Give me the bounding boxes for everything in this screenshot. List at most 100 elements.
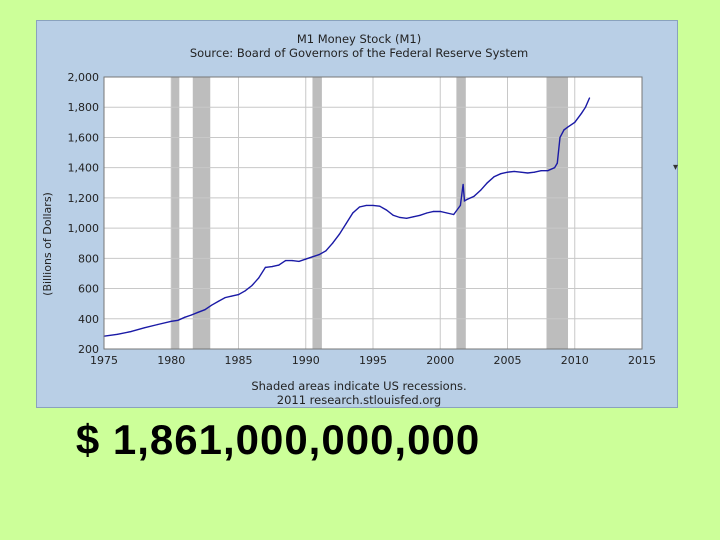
data-point — [130, 331, 132, 333]
data-point — [365, 204, 367, 207]
data-point — [463, 200, 466, 202]
data-point — [325, 250, 327, 252]
y-tick-label: 1,200 — [68, 192, 100, 205]
data-point — [453, 213, 455, 216]
plot-border — [103, 76, 643, 350]
data-point — [305, 258, 307, 260]
data-point — [486, 182, 488, 184]
data-point — [157, 323, 159, 326]
y-tick-label: 1,000 — [68, 222, 100, 235]
data-point — [170, 320, 172, 322]
x-tick-label: 1990 — [292, 354, 320, 367]
x-tick-label: 1995 — [359, 354, 387, 367]
data-point — [406, 217, 408, 219]
x-tick-label: 2000 — [426, 354, 454, 367]
data-point — [311, 256, 314, 258]
data-point — [547, 170, 549, 172]
data-point — [190, 314, 193, 316]
data-point — [513, 170, 515, 173]
recession-band-3 — [312, 77, 322, 349]
data-point — [271, 266, 273, 268]
data-point — [563, 129, 565, 131]
footnote-source: 2011 research.stlouisfed.org — [277, 393, 441, 407]
data-point — [332, 242, 334, 244]
data-point — [143, 327, 145, 329]
data-point — [466, 198, 468, 200]
chart-panel: M1 Money Stock (M1) Source: Board of Gov… — [36, 20, 678, 408]
footnote-recessions: Shaded areas indicate US recessions. — [251, 379, 466, 393]
recession-band-5 — [546, 77, 569, 349]
data-point — [462, 183, 464, 185]
stray-mark: ▾ — [673, 162, 679, 173]
data-point — [244, 290, 246, 292]
data-point — [473, 195, 475, 197]
data-point — [540, 170, 542, 172]
y-tick-label: 800 — [78, 252, 99, 265]
data-point — [224, 297, 226, 299]
data-point — [204, 309, 206, 311]
data-point — [184, 316, 186, 318]
chart-subtitle: Source: Board of Governors of the Federa… — [190, 46, 528, 60]
data-point — [553, 167, 556, 169]
data-points — [103, 97, 591, 337]
y-tick-labels: 200 400 600 800 1,000 1,200 1,400 1,600 1,800 2,0… — [68, 71, 100, 356]
recession-bands — [171, 77, 569, 349]
y-tick-label: 400 — [78, 313, 99, 326]
y-tick-label: 200 — [78, 343, 99, 356]
x-tick-label: 1980 — [157, 354, 185, 367]
data-point — [352, 212, 354, 214]
data-point — [527, 172, 529, 174]
data-point — [116, 333, 119, 335]
data-point — [533, 171, 535, 173]
chart-title: M1 Money Stock (M1) — [297, 32, 421, 46]
data-point — [556, 162, 558, 164]
data-point — [480, 189, 482, 191]
data-point — [520, 171, 522, 173]
data-point — [251, 284, 253, 287]
data-point — [426, 212, 428, 214]
x-tick-label: 2005 — [494, 354, 522, 367]
data-point — [588, 97, 591, 99]
data-point — [284, 260, 287, 262]
y-tick-label: 1,800 — [68, 101, 100, 114]
data-point — [493, 176, 495, 178]
total-amount-caption: $ 1,861,000,000,000 — [0, 416, 720, 464]
x-tick-label: 1985 — [225, 354, 253, 367]
m1-money-stock-chart: M1 Money Stock (M1) Source: Board of Gov… — [41, 32, 656, 407]
data-point — [580, 112, 583, 114]
data-point — [559, 136, 561, 139]
data-point — [264, 266, 266, 268]
data-point — [278, 264, 280, 266]
recession-band-2 — [192, 77, 211, 349]
recession-band-4 — [456, 77, 466, 349]
data-point — [379, 205, 381, 207]
data-point — [237, 294, 240, 296]
y-tick-label: 2,000 — [68, 71, 100, 84]
y-tick-label: 600 — [78, 283, 99, 296]
data-point — [345, 222, 347, 225]
y-tick-label: 1,400 — [68, 162, 100, 175]
data-point — [439, 210, 441, 213]
data-point — [231, 295, 233, 297]
y-axis-label: (Billions of Dollars) — [41, 192, 54, 296]
data-point — [211, 304, 213, 306]
data-point — [399, 216, 401, 219]
data-point — [358, 206, 361, 208]
data-point — [177, 319, 179, 321]
data-point — [197, 311, 199, 313]
data-point — [392, 214, 394, 216]
data-point — [412, 216, 414, 218]
y-tick-label: 1,600 — [68, 131, 100, 144]
data-point — [258, 277, 260, 279]
data-point — [567, 126, 569, 128]
data-point — [574, 121, 576, 123]
data-point — [338, 233, 340, 235]
data-point — [432, 210, 435, 213]
data-point — [459, 204, 462, 207]
x-tick-labels: 1975 1980 1985 1990 1995 2000 2005 2010 2015 — [90, 354, 656, 367]
x-tick-label: 1975 — [90, 354, 118, 367]
data-point — [318, 253, 320, 256]
data-point — [500, 173, 502, 175]
data-point — [372, 204, 374, 207]
x-tick-label: 2010 — [561, 354, 589, 367]
